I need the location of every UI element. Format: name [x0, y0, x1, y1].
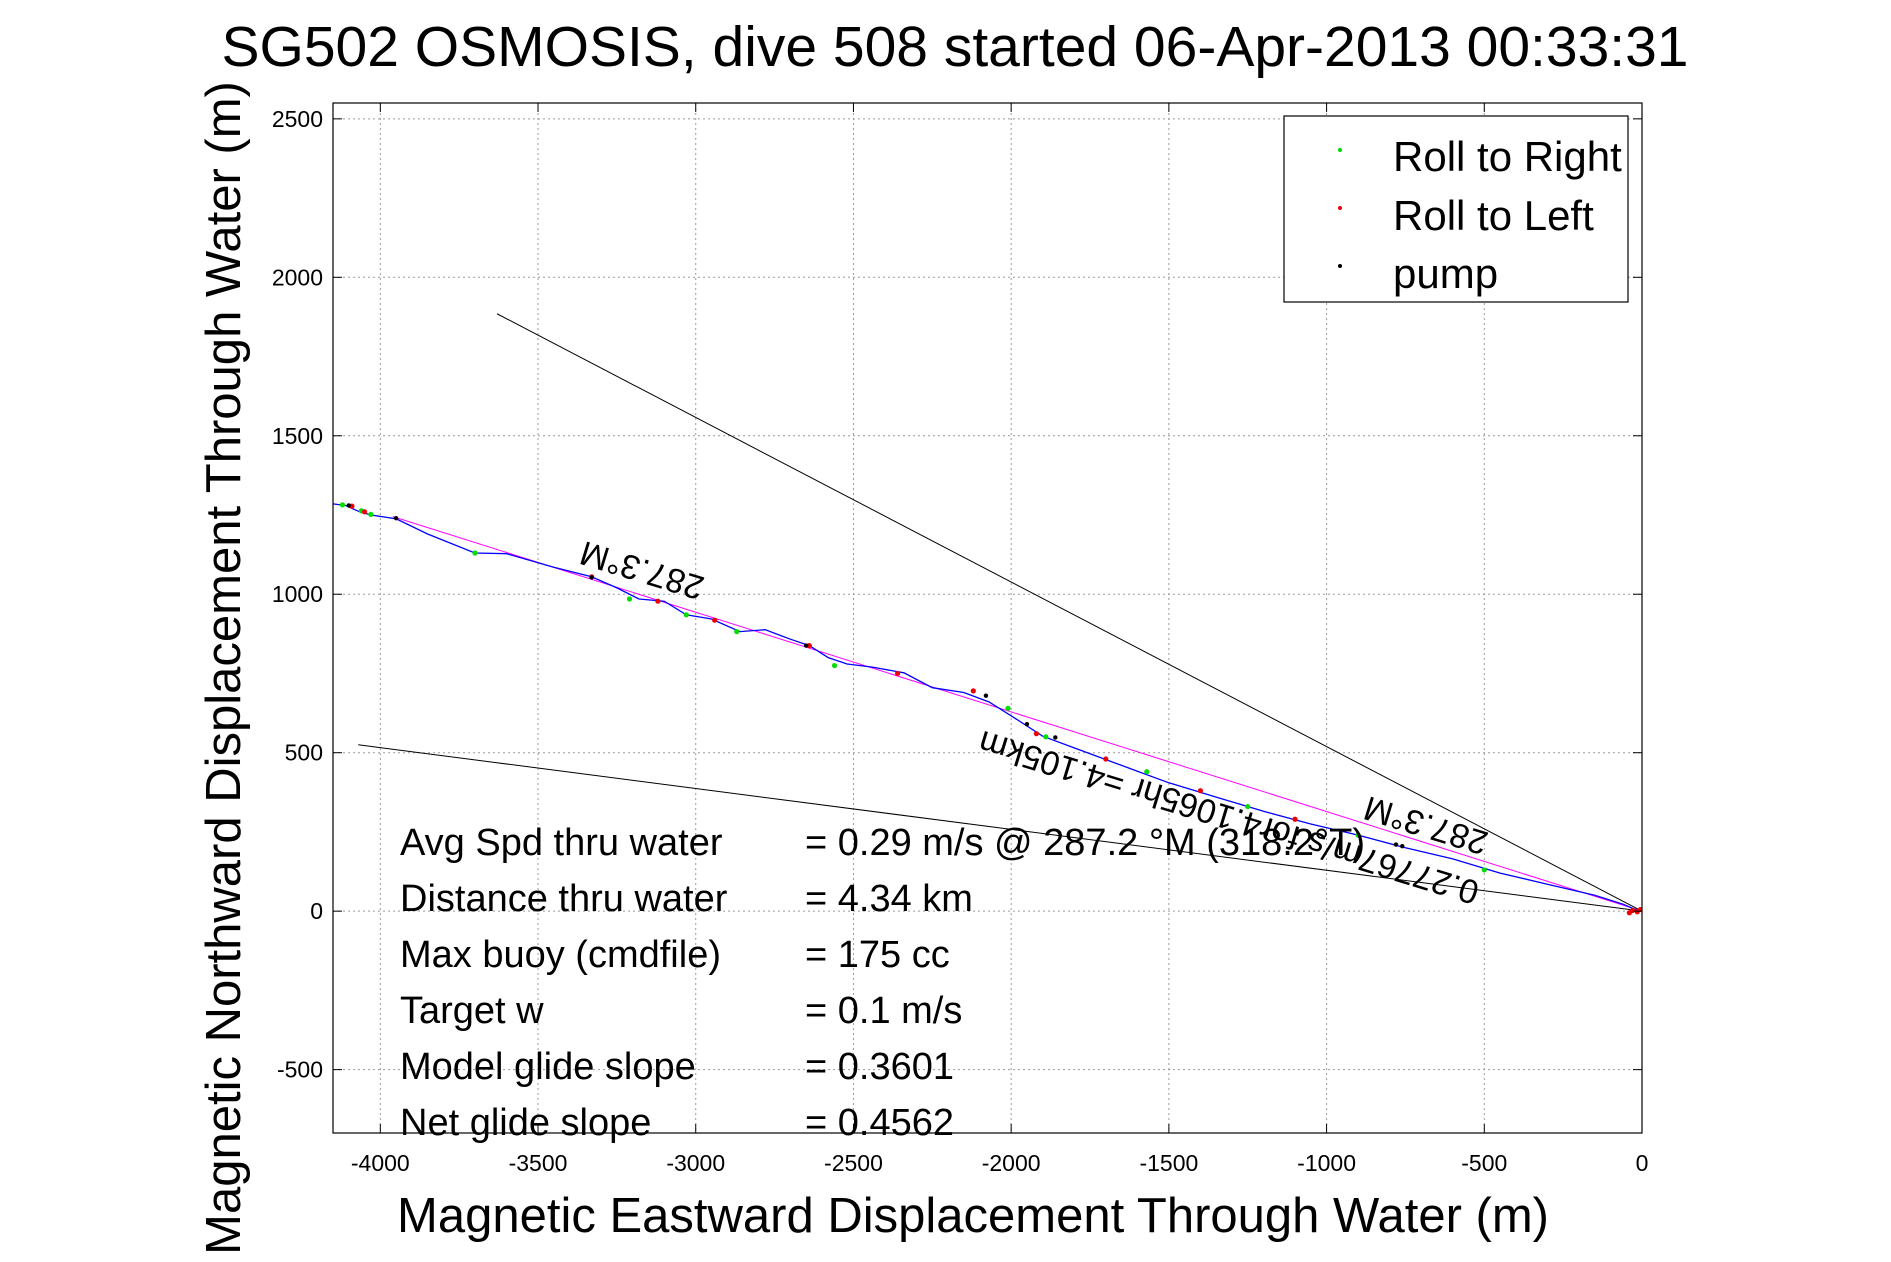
y-tick-label: 2000: [272, 264, 323, 290]
roll-right-point: [1245, 803, 1251, 810]
roll-right-point: [1144, 769, 1150, 775]
roll-right-point: [1355, 832, 1361, 838]
y-tick-label: 2500: [272, 106, 323, 132]
y-tick-label: 0: [310, 898, 323, 924]
stat-value: = 0.3601: [805, 1046, 954, 1088]
roll-left-point: [806, 642, 812, 649]
stat-label: Distance thru water: [400, 878, 728, 920]
stat-label: Model glide slope: [400, 1046, 696, 1088]
roll-left-point: [1197, 788, 1204, 794]
legend-label-roll-left: Roll to Left: [1393, 192, 1594, 239]
y-tick-label: 1000: [272, 581, 323, 607]
y-axis-label: Magnetic Northward Displacement Through …: [197, 81, 251, 1255]
roll-left-point: [1629, 907, 1636, 914]
roll-right-point: [626, 596, 633, 602]
pump-point: [346, 503, 351, 508]
roll-right-point: [1005, 705, 1011, 711]
x-tick-label: -2000: [982, 1150, 1041, 1176]
roll-left-point: [655, 598, 661, 604]
pump-point: [589, 575, 594, 580]
legend-marker-roll-right: [1338, 148, 1342, 152]
reference-lines: [358, 313, 1642, 912]
fit-line: [392, 516, 1642, 912]
x-tick-label: -3500: [509, 1150, 568, 1176]
roll-right-point: [368, 511, 374, 517]
x-tick-label: -2500: [824, 1150, 883, 1176]
dive-track-line: [333, 503, 1642, 912]
reference-line: [358, 744, 1642, 912]
pump-point: [983, 693, 989, 698]
roll-right-point: [734, 629, 740, 635]
pump-point: [1393, 842, 1399, 847]
roll-left-point: [712, 617, 718, 623]
stat-value: = 175 cc: [805, 934, 950, 976]
legend-label-pump: pump: [1393, 250, 1498, 297]
y-tick-label: 1500: [272, 423, 323, 449]
pump-point: [1053, 735, 1058, 740]
axis-ticks: -4000 -3500 -3000 -2500 -2000 -1500 -1000 -500 0…: [272, 103, 1649, 1176]
x-tick-label: -3000: [666, 1150, 725, 1176]
stat-label: Net glide slope: [400, 1102, 651, 1144]
stat-value: = 0.4562: [805, 1102, 954, 1144]
pump-point: [1400, 843, 1405, 849]
stat-value: = 0.1 m/s: [805, 990, 962, 1032]
legend-marker-pump: [1338, 264, 1342, 268]
roll-right-point: [831, 662, 838, 669]
roll-left-point: [895, 670, 901, 677]
plot-frame: [332, 102, 1643, 1134]
stat-label: Max buoy (cmdfile): [400, 934, 721, 976]
chart-title: SG502 OSMOSIS, dive 508 started 06-Apr-2…: [221, 15, 1688, 79]
roll-right-point: [472, 550, 478, 556]
x-tick-label: -1000: [1297, 1150, 1356, 1176]
roll-left-point: [970, 688, 976, 694]
roll-right-point: [1043, 734, 1049, 740]
roll-right-point: [1481, 867, 1487, 873]
roll-right-point: [683, 612, 689, 618]
x-tick-label: -4000: [351, 1150, 410, 1176]
y-tick-label: 500: [285, 740, 323, 766]
x-axis-label: Magnetic Eastward Displacement Through W…: [397, 1189, 1549, 1243]
pump-point: [393, 515, 399, 521]
stat-label: Target w: [400, 990, 544, 1032]
roll-right-point: [339, 502, 346, 508]
pump-point: [803, 643, 809, 648]
legend-marker-roll-left: [1338, 206, 1342, 210]
y-tick-label: -500: [277, 1057, 323, 1083]
x-tick-label: -1500: [1139, 1150, 1198, 1176]
stat-label: Avg Spd thru water: [400, 822, 723, 864]
x-tick-label: -500: [1461, 1150, 1507, 1176]
stat-value: = 4.34 km: [805, 878, 973, 920]
roll-left-point: [361, 509, 368, 515]
pump-point: [1024, 721, 1030, 727]
roll-left-point: [1033, 731, 1039, 737]
data-series: [333, 502, 1642, 916]
roll-left-point: [1292, 816, 1298, 822]
stat-value: = 0.29 m/s @ 287.2 °M (318.2°T): [805, 822, 1365, 864]
stats-block: Avg Spd thru water = 0.29 m/s @ 287.2 °M …: [400, 822, 1365, 1144]
reference-line: [496, 313, 1642, 912]
legend: Roll to Right Roll to Left pump: [1283, 115, 1629, 303]
roll-left-point: [1103, 756, 1109, 762]
legend-label-roll-right: Roll to Right: [1393, 133, 1622, 180]
x-tick-label: 0: [1636, 1150, 1649, 1176]
